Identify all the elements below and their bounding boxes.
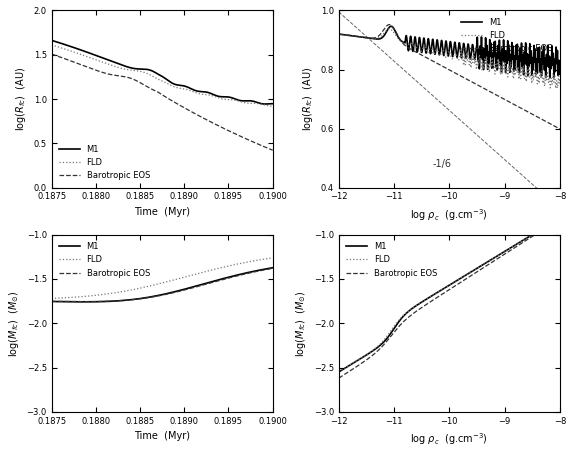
Y-axis label: log($M_{fc}$)  ($M_{\odot}$): log($M_{fc}$) ($M_{\odot}$) — [294, 290, 308, 356]
Text: -1/6: -1/6 — [433, 159, 452, 169]
Legend: M1, FLD, Barotropic EOS: M1, FLD, Barotropic EOS — [343, 239, 441, 281]
X-axis label: Time  (Myr): Time (Myr) — [134, 207, 190, 217]
Legend: M1, FLD, Barotropic EOS: M1, FLD, Barotropic EOS — [56, 239, 154, 281]
X-axis label: log $\rho_c$  (g.cm$^{-3}$): log $\rho_c$ (g.cm$^{-3}$) — [410, 207, 488, 223]
Y-axis label: log($R_{fc}$)  (AU): log($R_{fc}$) (AU) — [301, 67, 315, 131]
Legend: M1, FLD, Barotropic EOS: M1, FLD, Barotropic EOS — [458, 15, 556, 57]
Y-axis label: log($M_{fc}$)  ($M_{\odot}$): log($M_{fc}$) ($M_{\odot}$) — [7, 290, 21, 356]
Y-axis label: log($R_{fc}$)  (AU): log($R_{fc}$) (AU) — [14, 67, 28, 131]
X-axis label: log $\rho_c$  (g.cm$^{-3}$): log $\rho_c$ (g.cm$^{-3}$) — [410, 431, 488, 447]
X-axis label: Time  (Myr): Time (Myr) — [134, 431, 190, 441]
Legend: M1, FLD, Barotropic EOS: M1, FLD, Barotropic EOS — [56, 142, 154, 183]
